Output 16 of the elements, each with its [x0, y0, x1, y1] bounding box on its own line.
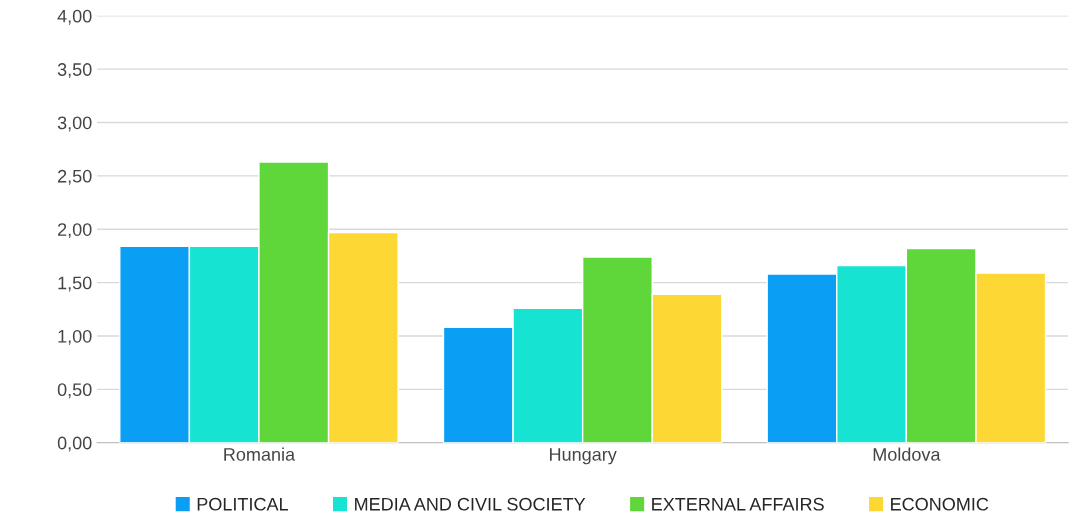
y-tick-label: 4,00	[57, 9, 92, 25]
x-tick-label: Moldova	[873, 447, 941, 461]
y-tick-label: 1,50	[58, 276, 92, 292]
y-tick-label: 3,50	[57, 63, 92, 79]
legend-label: POLITICAL	[197, 497, 288, 511]
y-tick-label: 2,50	[58, 169, 92, 185]
y-tick-label: 1,00	[58, 329, 92, 345]
legend-label: EXTERNAL AFFAIRS	[652, 497, 824, 511]
y-tick-label: 2,00	[58, 223, 92, 239]
y-tick-label: 0,00	[57, 436, 92, 452]
x-tick-label: Hungary	[550, 448, 617, 465]
y-tick-label: 0,50	[57, 383, 92, 399]
legend-label: ECONOMIC	[891, 497, 989, 511]
y-tick-label: 3,00	[57, 116, 92, 132]
x-tick-label: Romania	[224, 447, 296, 461]
legend-label: MEDIA AND CIVIL SOCIETY	[355, 497, 586, 511]
